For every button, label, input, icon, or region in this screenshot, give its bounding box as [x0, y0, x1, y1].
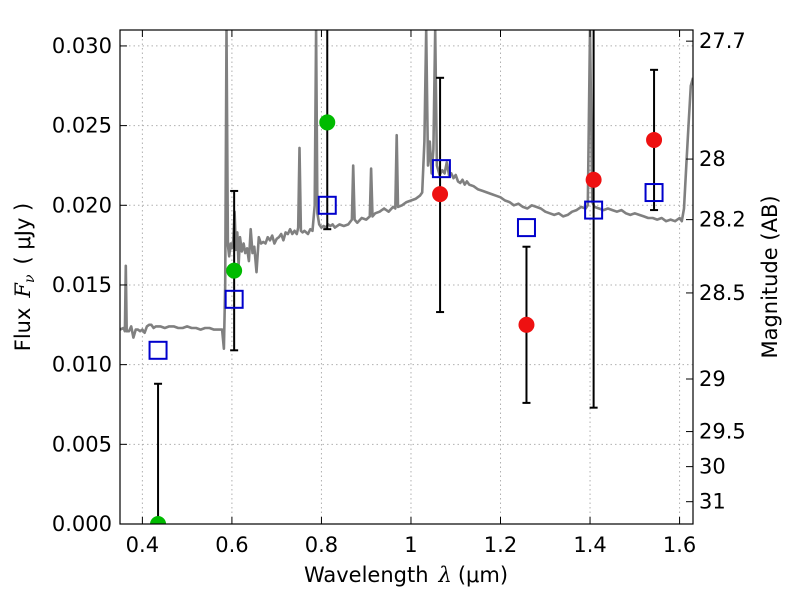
y-axis-title-unit: ( μJy )	[11, 203, 35, 265]
grid	[120, 30, 693, 525]
x-axis-title-text: Wavelength	[304, 563, 429, 587]
x-tick-label: 0.6	[215, 533, 248, 557]
spectrum-line	[120, 30, 693, 350]
model-square	[224, 289, 244, 309]
data-point	[226, 262, 243, 279]
x-axis-title: Wavelength λ (μm)	[304, 563, 508, 587]
y2-tick-label: 29	[699, 367, 726, 391]
y-tick-label: 0.010	[52, 353, 112, 377]
model-square	[644, 183, 664, 203]
y-tick-label: 0.000	[52, 512, 112, 536]
model-square	[516, 218, 536, 238]
y2-tick-label: 29.5	[699, 420, 746, 444]
model-square	[431, 159, 451, 179]
y-tick-label: 0.030	[52, 34, 112, 58]
marker-layer	[148, 114, 664, 524]
tick-layer: 0.4 0.6 0.8 1 1.2 1.4 1.6 0.000 0.005 0.010 0.015 0…	[52, 29, 746, 557]
x-tick-label: 1.4	[573, 533, 606, 557]
data-point	[319, 114, 336, 131]
y2-tick-label: 28	[699, 147, 726, 171]
model-square	[317, 195, 337, 215]
y-axis-title-symbol: F	[11, 282, 35, 299]
y-tick-label: 0.005	[52, 432, 112, 456]
x-axis-title-symbol: λ	[438, 563, 452, 587]
data-point	[585, 171, 602, 188]
secondary-y-axis-title: Magnitude (AB)	[758, 195, 782, 358]
y-tick-label: 0.020	[52, 193, 112, 217]
y-axis-title-subscript: ν	[22, 274, 38, 283]
model-square	[148, 340, 168, 360]
spectrum-layer	[120, 30, 693, 350]
data-point	[646, 131, 663, 148]
x-tick-label: 0.4	[126, 533, 159, 557]
y2-tick-label: 30	[699, 455, 726, 479]
x-tick-label: 1.2	[484, 533, 517, 557]
data-point	[432, 186, 449, 203]
y-tick-label: 0.015	[52, 273, 112, 297]
plot-frame	[119, 29, 694, 525]
y2-tick-label: 28.5	[699, 281, 746, 305]
y2-tick-label: 27.7	[699, 29, 746, 53]
y2-tick-label: 28.2	[699, 208, 746, 232]
x-tick-label: 1	[404, 533, 417, 557]
x-tick-label: 0.8	[305, 533, 338, 557]
x-tick-label: 1.6	[663, 533, 696, 557]
x-axis-title-unit: (μm)	[458, 563, 508, 587]
y-axis-title: Flux Fν ( μJy )	[11, 203, 38, 351]
model-square	[584, 200, 604, 220]
data-point	[518, 316, 535, 333]
y-tick-label: 0.025	[52, 114, 112, 138]
y2-tick-label: 31	[699, 490, 726, 514]
y-axis-title-text: Flux	[11, 308, 35, 352]
data-point	[150, 516, 167, 524]
